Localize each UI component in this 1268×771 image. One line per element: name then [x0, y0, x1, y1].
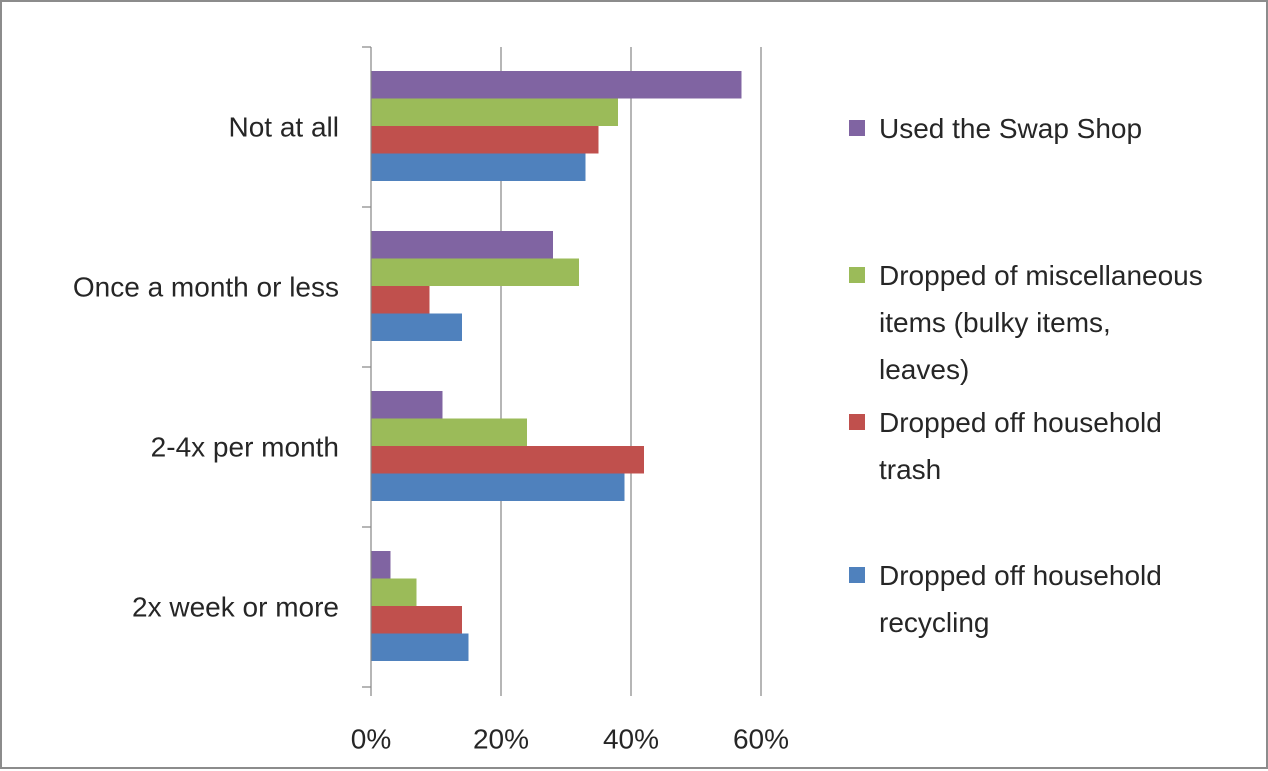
- legend-swatch-2: [849, 267, 865, 283]
- bar-4-3: [371, 578, 417, 606]
- bar-3-1: [371, 473, 625, 501]
- legend-item-1: Used the Swap Shop: [849, 113, 1142, 144]
- axis-labels: Not at all Once a month or less 2-4x per m…: [73, 112, 789, 755]
- legend-swatch-3: [849, 414, 865, 430]
- legend-item-2: Dropped of miscellaneous items (bulky ite…: [849, 260, 1203, 385]
- x-tick-label-20: 20%: [473, 724, 529, 755]
- category-label-1: Not at all: [229, 112, 340, 143]
- legend-swatch-4: [849, 567, 865, 583]
- x-tick-label-0: 0%: [351, 724, 391, 755]
- legend-label-2: Dropped of miscellaneous items (bulky ite…: [879, 260, 1203, 385]
- bar-1-2: [371, 126, 599, 154]
- bar-2-3: [371, 258, 579, 286]
- legend-label-4: Dropped off household recycling: [879, 560, 1162, 638]
- legend-item-4: Dropped off household recycling: [849, 560, 1162, 638]
- bar-3-3: [371, 418, 527, 446]
- legend-swatch-1: [849, 120, 865, 136]
- bar-3-4: [371, 391, 443, 419]
- legend: Used the Swap Shop Dropped of miscellaneo…: [849, 113, 1203, 638]
- bar-1-3: [371, 98, 618, 126]
- category-label-4: 2x week or more: [132, 592, 339, 623]
- bar-1-4: [371, 71, 742, 99]
- bar-2-2: [371, 286, 430, 314]
- bar-2-1: [371, 313, 462, 341]
- category-label-2: Once a month or less: [73, 272, 339, 303]
- legend-item-3: Dropped off household trash: [849, 407, 1162, 485]
- legend-label-3: Dropped off household trash: [879, 407, 1162, 485]
- bar-4-1: [371, 633, 469, 661]
- bar-1-1: [371, 153, 586, 181]
- bar-4-4: [371, 551, 391, 579]
- bar-4-2: [371, 606, 462, 634]
- bars: [371, 71, 742, 661]
- x-tick-label-60: 60%: [733, 724, 789, 755]
- bar-3-2: [371, 446, 644, 474]
- legend-label-1: Used the Swap Shop: [879, 113, 1142, 144]
- category-label-3: 2-4x per month: [151, 432, 339, 463]
- x-tick-label-40: 40%: [603, 724, 659, 755]
- axes: [362, 46, 762, 696]
- bar-2-4: [371, 231, 553, 259]
